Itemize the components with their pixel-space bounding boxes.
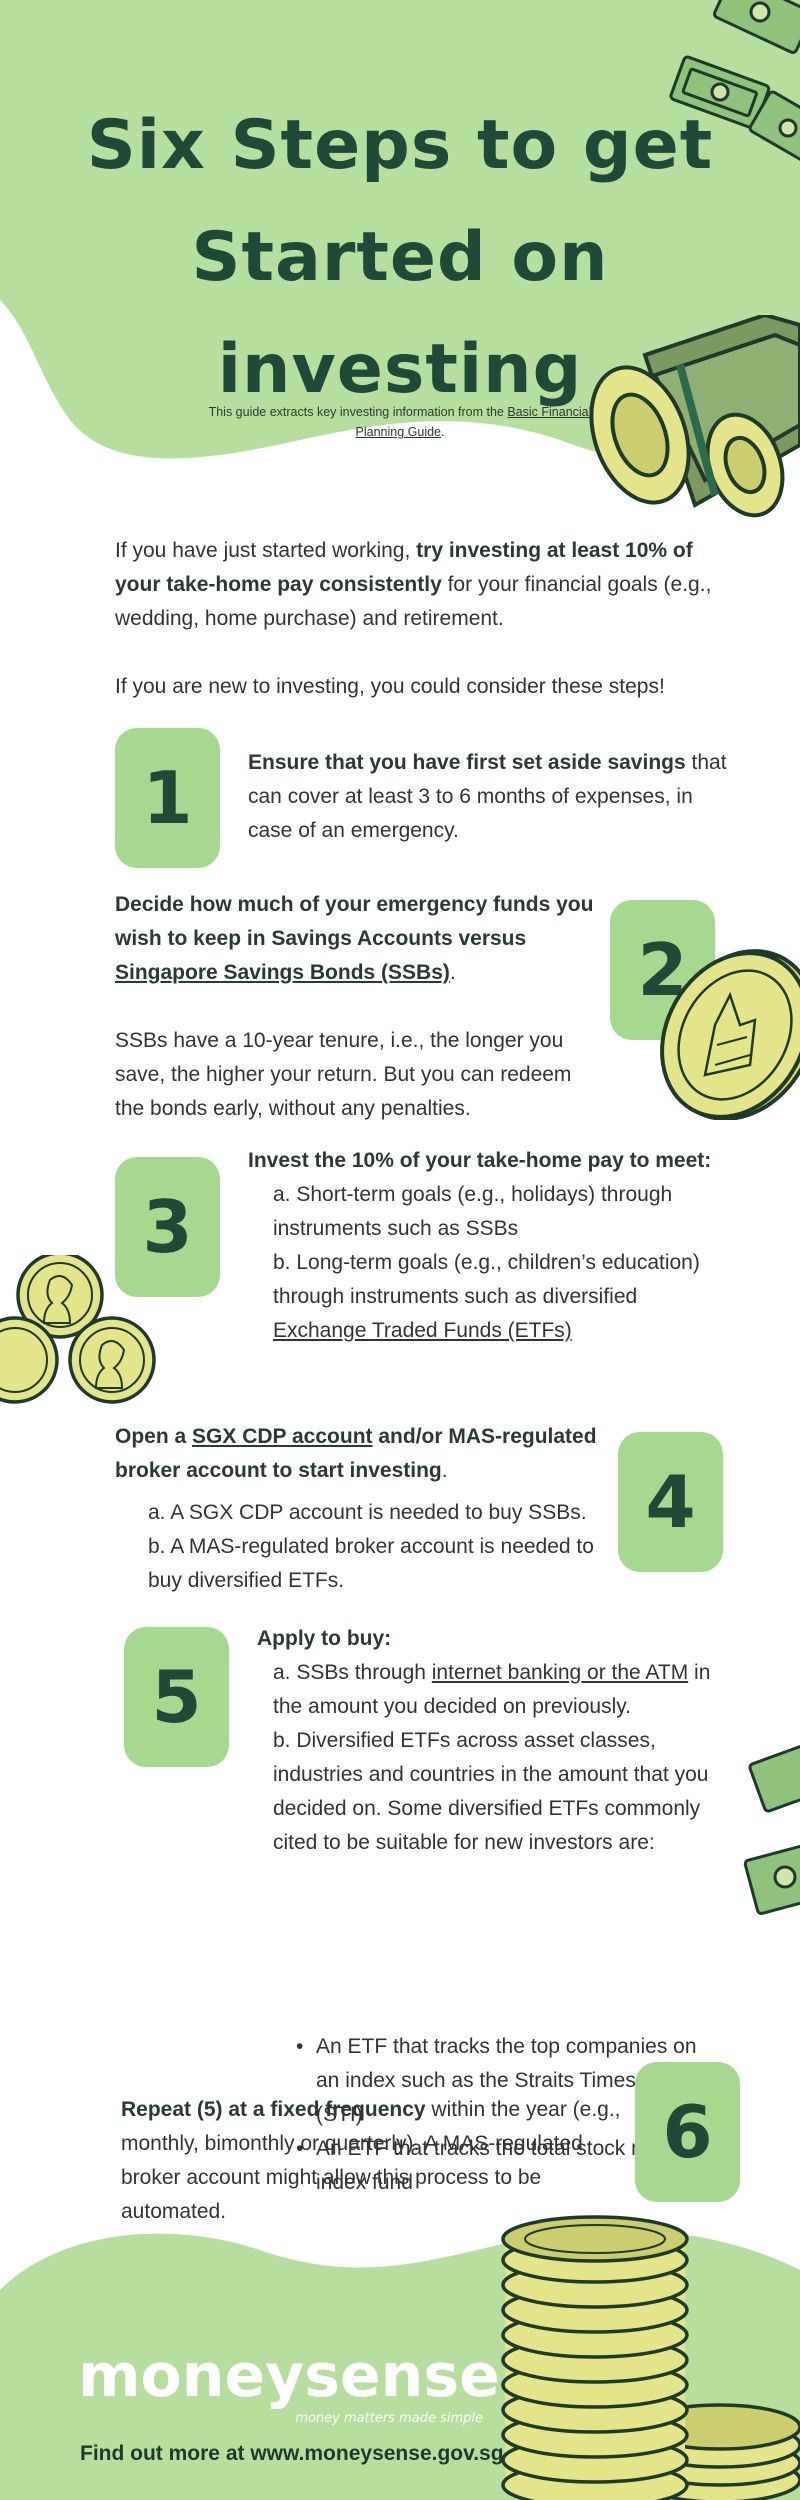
title-line-3: investing bbox=[217, 330, 583, 409]
ssb-link[interactable]: Singapore Savings Bonds (SSBs) bbox=[115, 961, 450, 984]
step-3-item-a: a. Short-term goals (e.g., holidays) thr… bbox=[273, 1183, 673, 1240]
step-6-body: within the year (e.g., monthly, bimonthl… bbox=[121, 2098, 621, 2223]
intro-paragraph-1: If you have just started working, try in… bbox=[115, 534, 715, 636]
gold-coin-icon bbox=[660, 949, 800, 1120]
footer-cta[interactable]: Find out more at www.moneysense.gov.sg bbox=[80, 2442, 504, 2465]
intro-text: If you have just started working, bbox=[115, 539, 417, 562]
step-4-item-a: a. A SGX CDP account is needed to buy SS… bbox=[148, 1501, 587, 1524]
subtitle-link[interactable]: Basic Financial Planning Guide bbox=[355, 405, 592, 439]
step-4-suffix: and/or MAS-regulated broker account to s… bbox=[115, 1425, 597, 1482]
title-line-1: Six Steps to get bbox=[86, 106, 714, 185]
coin-cluster-icon bbox=[0, 1255, 156, 1404]
logo-wordmark: moneysense bbox=[78, 2341, 498, 2411]
internet-banking-link[interactable]: internet banking or the ATM bbox=[431, 1661, 689, 1684]
step-5-list: a. SSBs through internet banking or the … bbox=[273, 1656, 723, 1860]
step-2-heading: Decide how much of your emergency funds … bbox=[115, 888, 595, 990]
step-4-end: . bbox=[441, 1459, 448, 1482]
intro-bold: try investing at least 10% of your take-… bbox=[115, 539, 693, 596]
step-2-suffix: . bbox=[449, 961, 456, 984]
money-bills-side-icon bbox=[743, 1740, 800, 1915]
step-4-list: a. A SGX CDP account is needed to buy SS… bbox=[148, 1496, 608, 1598]
bullet-item: An ETF that tracks the total stock marke… bbox=[296, 2132, 722, 2200]
bullet-item: An ETF that tracks the top companies on … bbox=[296, 2030, 722, 2132]
intro-paragraph-2: If you are new to investing, you could c… bbox=[115, 675, 665, 698]
etf-link[interactable]: Exchange Traded Funds (ETFs) bbox=[273, 1319, 572, 1342]
step-5-item-a-text: a. SSBs through bbox=[273, 1661, 432, 1684]
sgx-cdp-link[interactable]: SGX CDP account bbox=[192, 1425, 373, 1448]
step-5-heading: Apply to buy: bbox=[257, 1627, 392, 1650]
step-4-heading: Open a SGX CDP account and/or MAS-regula… bbox=[115, 1420, 615, 1488]
step-3-number: 3 bbox=[115, 1157, 220, 1297]
subtitle: This guide extracts key investing inform… bbox=[200, 402, 600, 442]
step-2-bold: Decide how much of your emergency funds … bbox=[115, 893, 594, 950]
logo-tagline: money matters made simple bbox=[295, 2411, 483, 2426]
step-3-item-b-text: b. Long-term goals (e.g., children’s edu… bbox=[273, 1251, 700, 1308]
step-5-item-a-end: in the amount you decided on previously. bbox=[273, 1661, 711, 1718]
step-4-prefix: Open a bbox=[115, 1425, 193, 1448]
step-5-bullets: An ETF that tracks the top companies on … bbox=[296, 2030, 722, 2200]
step-5-number: 5 bbox=[124, 1627, 229, 1767]
step-6-bold: Repeat (5) at a fixed frequency bbox=[121, 2098, 426, 2121]
intro-text-end: for your financial goals (e.g., wedding,… bbox=[115, 573, 712, 630]
header-background bbox=[0, 0, 800, 467]
step-4-item-b: b. A MAS-regulated broker account is nee… bbox=[148, 1535, 594, 1592]
moneysense-logo: moneysense money matters made simple bbox=[78, 2341, 498, 2426]
step-1-bold: Ensure that you have first set aside sav… bbox=[248, 751, 686, 774]
step-3-item-b: b. Long-term goals (e.g., children’s edu… bbox=[273, 1246, 733, 1348]
step-2-text: SSBs have a 10-year tenure, i.e., the lo… bbox=[115, 1029, 572, 1120]
subtitle-suffix: . bbox=[441, 425, 445, 439]
step-1-text: Ensure that you have first set aside sav… bbox=[248, 746, 728, 848]
subtitle-prefix: This guide extracts key investing inform… bbox=[208, 405, 504, 419]
money-roll-icon bbox=[589, 315, 800, 518]
step-3-list: a. Short-term goals (e.g., holidays) thr… bbox=[273, 1178, 733, 1348]
step-3-heading: Invest the 10% of your take-home pay to … bbox=[248, 1149, 712, 1172]
page-title: Six Steps to get Started on investing bbox=[60, 90, 740, 426]
step-5-item-b: b. Diversified ETFs across asset classes… bbox=[273, 1729, 709, 1854]
coin-stack-icon bbox=[501, 2215, 800, 2500]
step-6-text: Repeat (5) at a fixed frequency within t… bbox=[121, 2093, 621, 2229]
step-4-number: 4 bbox=[618, 1432, 723, 1572]
money-bills-icon bbox=[669, 0, 800, 165]
title-line-2: Started on bbox=[191, 218, 609, 297]
step-2-number: 2 bbox=[610, 900, 715, 1040]
step-1-number: 1 bbox=[115, 728, 220, 868]
step-5-item-a: a. SSBs through internet banking or the … bbox=[273, 1656, 723, 1724]
step-6-number: 6 bbox=[635, 2062, 740, 2202]
step-1-body: that can cover at least 3 to 6 months of… bbox=[248, 751, 727, 842]
